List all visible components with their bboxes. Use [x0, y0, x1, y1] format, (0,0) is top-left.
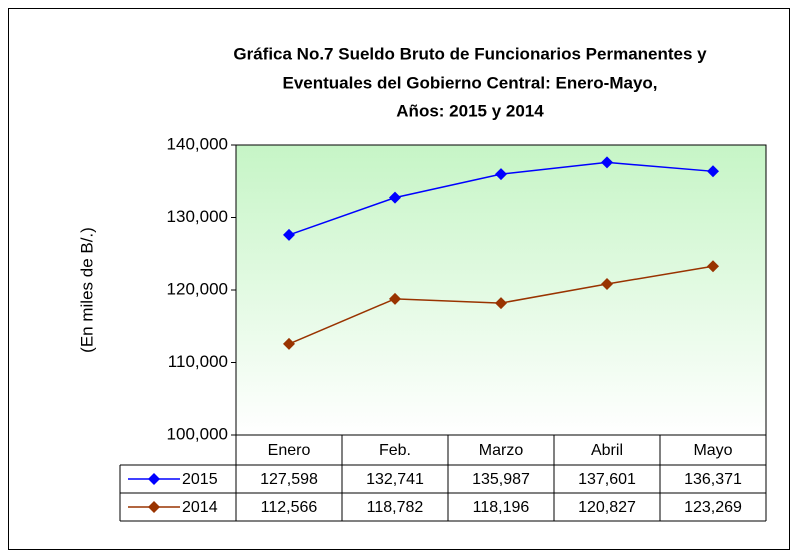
table-value: 120,827: [578, 499, 636, 516]
x-tick-label: Feb.: [379, 442, 411, 459]
legend-marker: [148, 501, 160, 513]
marker: [283, 337, 295, 350]
legend-label: 2014: [182, 499, 218, 516]
table-value: 118,196: [473, 499, 530, 516]
y-tick-label: 110,000: [168, 352, 228, 371]
legend-marker: [148, 473, 160, 485]
table-value: 136,371: [684, 471, 742, 488]
x-tick-label: Abril: [591, 442, 623, 459]
marker: [389, 191, 401, 204]
marker: [601, 278, 613, 291]
table-value: 123,269: [684, 499, 742, 516]
table-value: 135,987: [472, 471, 530, 488]
y-tick-label: 120,000: [167, 279, 228, 298]
x-tick-label: Enero: [268, 442, 311, 459]
marker: [707, 165, 719, 178]
table-value: 137,601: [578, 471, 636, 488]
y-tick-label: 100,000: [167, 424, 228, 443]
marker: [389, 292, 401, 305]
table-value: 127,598: [260, 471, 318, 488]
x-tick-label: Mayo: [693, 442, 732, 459]
marker: [707, 260, 719, 273]
marker: [495, 168, 507, 181]
y-tick-label: 130,000: [167, 207, 228, 226]
chart-title: Eventuales del Gobierno Central: Enero-M…: [282, 73, 657, 92]
table-value: 118,782: [367, 499, 424, 516]
marker: [601, 156, 613, 169]
marker: [283, 228, 295, 241]
y-axis-label: (En miles de B/.): [77, 227, 96, 353]
legend-label: 2015: [182, 471, 218, 488]
plot-area: [235, 144, 767, 436]
x-tick-label: Marzo: [479, 442, 524, 459]
marker: [495, 297, 507, 310]
y-tick-label: 140,000: [167, 134, 228, 153]
chart-title: Gráfica No.7 Sueldo Bruto de Funcionario…: [233, 44, 707, 63]
chart-title: Años: 2015 y 2014: [396, 101, 544, 120]
table-value: 132,741: [366, 471, 424, 488]
table-value: 112,566: [261, 499, 318, 516]
